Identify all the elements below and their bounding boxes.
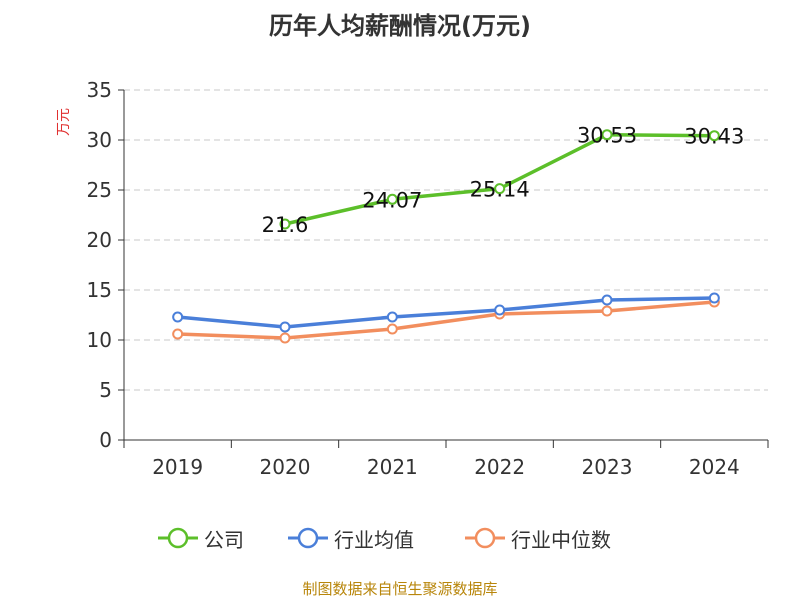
data-point[interactable]	[601, 129, 613, 141]
data-point[interactable]	[386, 193, 398, 205]
data-label: 30.53	[577, 124, 637, 148]
y-tick-label: 35	[87, 78, 112, 102]
legend-line-icon	[158, 527, 198, 549]
data-point[interactable]	[386, 311, 398, 323]
data-labels: 21.6 24.07 25.14 30.53 30.43	[262, 124, 745, 237]
legend: 公司 行业均值 行业中位数	[0, 520, 800, 556]
data-label: 25.14	[470, 178, 530, 202]
data-source-note: 制图数据来自恒生聚源数据库	[302, 580, 498, 598]
data-point[interactable]	[708, 292, 720, 304]
series-line-2	[175, 300, 717, 340]
data-label: 24.07	[362, 188, 422, 212]
series-line-1	[175, 296, 717, 329]
data-point[interactable]	[386, 323, 398, 335]
legend-item-industry-median[interactable]: 行业中位数	[465, 520, 611, 556]
chart-title: 历年人均薪酬情况(万元)	[269, 12, 531, 40]
data-point[interactable]	[601, 294, 613, 306]
grid-lines	[124, 89, 768, 391]
legend-label: 公司	[204, 527, 244, 552]
legend-item-industry-average[interactable]: 行业均值	[288, 520, 414, 556]
axes: 0 5 10 15 20 25 30 35 2019 2020 2021 2022 2023 2024 万元	[56, 78, 769, 479]
y-tick-label: 0	[99, 428, 112, 452]
x-tick-label: 2023	[582, 455, 633, 479]
data-point[interactable]	[172, 311, 184, 323]
data-point[interactable]	[494, 183, 506, 195]
y-tick-label: 20	[87, 228, 112, 252]
y-tick-label: 10	[87, 328, 112, 352]
data-label: 30.43	[684, 125, 744, 149]
y-tick-label: 5	[99, 378, 112, 402]
x-tick-label: 2021	[367, 455, 418, 479]
data-point[interactable]	[279, 218, 291, 230]
x-tick-label: 2019	[152, 455, 203, 479]
x-tick-label: 2024	[689, 455, 740, 479]
data-point[interactable]	[601, 305, 613, 317]
y-axis-title: 万元	[56, 108, 72, 136]
legend-label: 行业中位数	[511, 527, 611, 552]
x-tick-label: 2020	[260, 455, 311, 479]
y-tick-label: 30	[87, 128, 112, 152]
data-point[interactable]	[708, 130, 720, 142]
x-tick-label: 2022	[474, 455, 525, 479]
legend-item-company[interactable]: 公司	[158, 520, 244, 556]
series-lines	[172, 129, 720, 344]
data-label: 21.6	[262, 213, 309, 237]
y-tick-label: 25	[87, 178, 112, 202]
data-point[interactable]	[494, 304, 506, 316]
data-point[interactable]	[279, 332, 291, 344]
y-tick-label: 15	[87, 278, 112, 302]
legend-line-icon	[288, 527, 328, 549]
legend-line-icon	[465, 527, 505, 549]
legend-label: 行业均值	[334, 527, 414, 552]
data-point[interactable]	[172, 328, 184, 340]
data-point[interactable]	[279, 321, 291, 333]
